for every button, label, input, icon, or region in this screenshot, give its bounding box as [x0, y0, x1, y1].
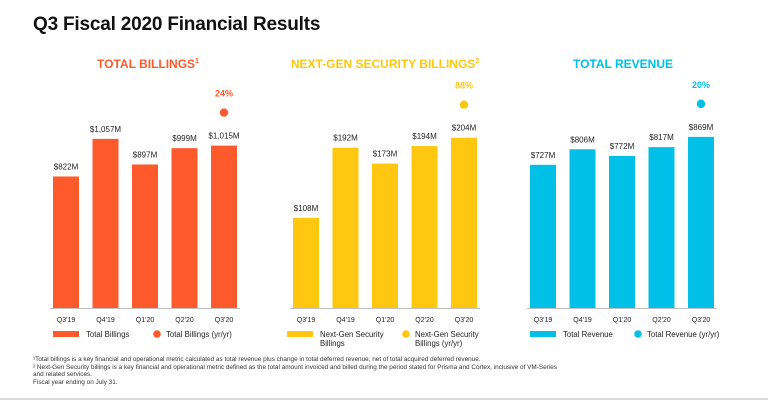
total-revenue-legend-swatch-dot — [634, 330, 642, 338]
ngs-billings-value-label-3: $173M — [373, 150, 398, 159]
ngs-billings-value-label-5: $204M — [452, 124, 477, 133]
total-revenue-bar-5 — [688, 136, 714, 308]
ngs-billings-legend-swatch-bar — [287, 331, 313, 337]
ngs-billings-bar-2 — [332, 147, 359, 308]
total-billings-tick-label-1: Q3'19 — [57, 317, 76, 324]
ngs-billings-growth-label: 88% — [455, 81, 473, 91]
ngs-billings-bar-4 — [411, 146, 438, 308]
ngs-billings-tick-label-3: Q1'20 — [376, 317, 395, 324]
total-billings-tick-label-2: Q4'19 — [96, 317, 115, 324]
footnote-1: ¹Total billings is a key financial and o… — [33, 356, 481, 363]
total-revenue-value-label-1: $727M — [531, 151, 556, 160]
total-billings-bar-3 — [132, 164, 158, 308]
ngs-billings-title-superscript: 2 — [475, 58, 479, 65]
footnotes: ¹Total billings is a key financial and o… — [33, 356, 733, 386]
total-billings-title-superscript: 1 — [195, 58, 199, 65]
ngs-billings-tick-label-2: Q4'19 — [336, 317, 355, 324]
total-billings-tick-label-3: Q1'20 — [136, 317, 155, 324]
total-revenue-value-label-5: $869M — [689, 123, 714, 132]
ngs-billings-value-label-2: $192M — [333, 134, 358, 143]
total-revenue-legend-label-1: Total Revenue — [563, 330, 613, 339]
total-billings-growth-label: 24% — [215, 89, 233, 99]
total-revenue-legend-label-2: Total Revenue (yr/yr) — [647, 330, 720, 339]
footnote-2-continued: and related services. — [33, 371, 92, 379]
total-revenue-growth-label: 20% — [692, 80, 710, 90]
total-billings-bar-4 — [171, 148, 198, 308]
total-revenue-chart-title: TOTAL REVENUE — [573, 57, 673, 71]
ngs-billings-legend-swatch-dot — [402, 330, 410, 338]
total-revenue-tick-label-4: Q2'20 — [652, 317, 671, 324]
total-billings-bar-1 — [53, 176, 79, 308]
total-billings-value-label-3: $897M — [133, 150, 158, 159]
footnote-2: ² Next-Gen Security billings is a key fi… — [33, 363, 557, 371]
total-billings-value-label-4: $999M — [172, 134, 197, 143]
total-revenue-legend-swatch-bar — [530, 331, 556, 337]
footnote-fiscal-year: Fiscal year ending on July 31. — [33, 378, 118, 386]
total-billings-value-label-5: $1,015M — [208, 132, 239, 141]
total-revenue-bar-1 — [530, 164, 556, 308]
ngs-billings-tick-label-5: Q3'20 — [455, 317, 474, 324]
total-billings-bar-5 — [211, 145, 237, 308]
total-revenue-tick-label-5: Q3'20 — [692, 317, 711, 324]
ngs-billings-legend-label-2: Next-Gen Security Billings (yr/yr) — [415, 330, 479, 348]
ngs-billings-tick-label-4: Q2'20 — [415, 317, 434, 324]
ngs-billings-bar-5 — [451, 137, 477, 308]
total-revenue-bar-3 — [609, 155, 635, 308]
total-revenue-bar-4 — [648, 147, 675, 308]
total-billings-growth-dot — [219, 108, 229, 117]
ngs-billings-value-label-4: $194M — [412, 132, 437, 141]
total-revenue-bar-2 — [569, 149, 596, 308]
total-billings-legend-swatch-bar — [53, 331, 79, 337]
slide-title: Q3 Fiscal 2020 Financial Results — [33, 14, 321, 35]
ngs-billings-bar-1 — [293, 217, 319, 308]
ngs-billings-chart-title: NEXT-GEN SECURITY BILLINGS2 — [291, 57, 479, 71]
ngs-billings-bar-3 — [372, 163, 398, 308]
total-billings-value-label-2: $1,057M — [90, 125, 121, 134]
total-billings-tick-label-5: Q3'20 — [215, 317, 234, 324]
ngs-billings-legend-label-1: Next-Gen Security Billings — [320, 330, 384, 348]
total-revenue-value-label-4: $817M — [649, 133, 674, 142]
total-revenue-tick-label-1: Q3'19 — [534, 317, 553, 324]
bottom-divider — [0, 398, 768, 400]
total-revenue-tick-label-2: Q4'19 — [573, 317, 592, 324]
ngs-billings-tick-label-1: Q3'19 — [297, 317, 316, 324]
total-revenue-tick-label-3: Q1'20 — [613, 317, 632, 324]
total-billings-legend-swatch-dot — [153, 330, 161, 338]
total-revenue-value-label-2: $806M — [570, 135, 595, 144]
total-billings-legend-label-2: Total Billings (yr/yr) — [166, 330, 232, 339]
ngs-billings-value-label-1: $108M — [294, 204, 319, 213]
total-revenue-growth-dot — [696, 99, 706, 109]
total-billings-legend-label-1: Total Billings — [86, 330, 129, 339]
ngs-billings-growth-dot — [459, 100, 469, 109]
total-billings-value-label-1: $822M — [54, 162, 79, 171]
total-revenue-value-label-3: $772M — [610, 142, 635, 151]
total-billings-bar-2 — [92, 138, 119, 308]
total-billings-chart-title: TOTAL BILLINGS1 — [97, 57, 199, 71]
total-billings-tick-label-4: Q2'20 — [175, 317, 194, 324]
